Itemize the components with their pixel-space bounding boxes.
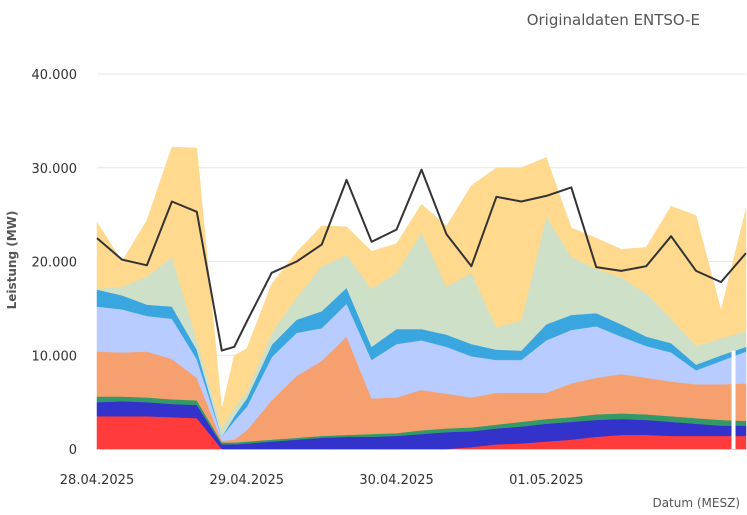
x-tick-label-0: 28.04.2025 — [60, 473, 134, 488]
x-tick-label-1: 29.04.2025 — [210, 473, 284, 488]
x-axis-ticks: 28.04.2025 29.04.2025 30.04.2025 01.05.2025 — [60, 473, 584, 488]
y-tick-label-4: 40.000 — [32, 68, 78, 83]
x-tick-label-3: 01.05.2025 — [509, 473, 583, 488]
area-series-7 — [96, 146, 747, 430]
y-tick-label-3: 30.000 — [32, 162, 78, 177]
x-axis-label: Datum (MESZ) — [652, 496, 740, 510]
y-axis-label: Leistung (MW) — [5, 211, 19, 310]
load-line — [96, 168, 747, 352]
x-tick-label-2: 30.04.2025 — [359, 473, 433, 488]
chart-title: Originaldaten ENTSO-E — [527, 11, 700, 29]
y-tick-label-1: 10.000 — [32, 349, 78, 364]
stacked-areas — [96, 146, 747, 450]
y-tick-label-2: 20.000 — [32, 256, 78, 271]
load-line-path — [96, 168, 747, 352]
y-tick-label-0: 0 — [69, 443, 77, 458]
y-axis-ticks: 0 10.000 20.000 30.000 40.000 — [32, 68, 78, 458]
